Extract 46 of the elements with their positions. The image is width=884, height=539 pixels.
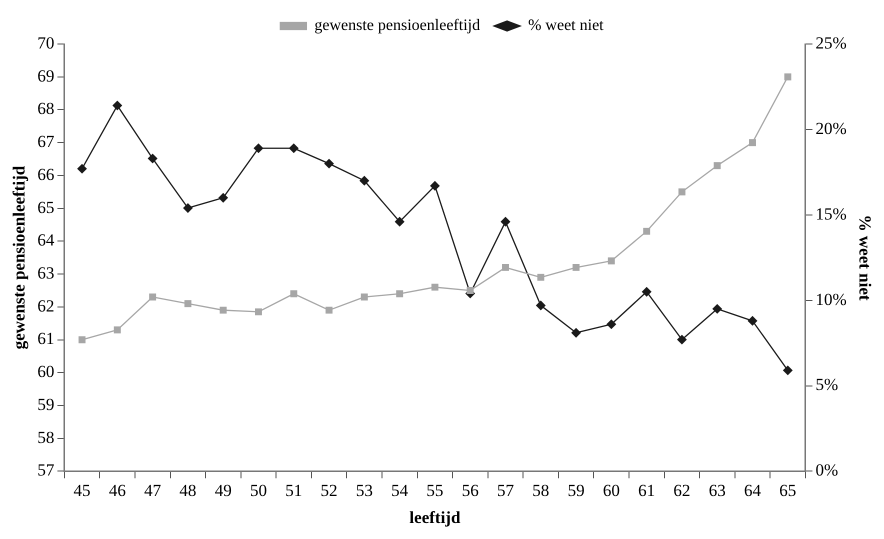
y2-tick-label: 5% bbox=[815, 375, 838, 394]
x-tick-label: 64 bbox=[744, 480, 762, 500]
x-tick-label: 46 bbox=[108, 480, 126, 500]
y-tick-label: 58 bbox=[37, 428, 54, 447]
x-tick-label: 50 bbox=[250, 480, 267, 500]
y-tick-label: 57 bbox=[37, 460, 55, 480]
y-tick-label: 62 bbox=[37, 296, 54, 316]
y-tick-label: 59 bbox=[37, 394, 54, 414]
y-tick-label: 66 bbox=[37, 164, 54, 184]
x-tick-label: 58 bbox=[532, 480, 550, 500]
y-tick-label: 64 bbox=[37, 230, 55, 250]
x-tick-label: 65 bbox=[779, 480, 796, 500]
y-tick-label: 69 bbox=[37, 66, 54, 86]
y-tick-label: 63 bbox=[37, 264, 54, 282]
x-tick-label: 55 bbox=[426, 480, 444, 500]
x-tick-label: 62 bbox=[673, 480, 690, 500]
y-axis-title: gewenste pensioenleeftijd bbox=[10, 165, 29, 350]
x-tick-label: 59 bbox=[568, 480, 585, 500]
x-axis-title: leeftijd bbox=[409, 508, 461, 528]
y-tick-label: 60 bbox=[37, 362, 54, 382]
y-tick-label: 68 bbox=[37, 99, 54, 118]
x-tick-label: 49 bbox=[214, 480, 232, 500]
x-tick-label: 61 bbox=[638, 480, 656, 500]
y2-tick-label: 15% bbox=[815, 204, 847, 224]
y2-tick-label: 0% bbox=[815, 460, 838, 480]
y2-tick-label: 25% bbox=[815, 33, 847, 52]
y-tick-label: 70 bbox=[37, 33, 54, 52]
x-tick-label: 52 bbox=[320, 480, 338, 500]
x-tick-label: 56 bbox=[462, 480, 479, 500]
x-tick-label: 51 bbox=[285, 480, 302, 500]
legend-label: % weet niet bbox=[528, 17, 604, 34]
x-tick-label: 63 bbox=[708, 480, 726, 500]
y-tick-label: 67 bbox=[37, 132, 55, 152]
x-tick-label: 54 bbox=[391, 480, 409, 500]
y2-axis-title: % weet niet bbox=[855, 214, 874, 301]
x-tick-label: 47 bbox=[144, 480, 162, 500]
legend-label: gewenste pensioenleeftijd bbox=[314, 17, 480, 34]
x-tick-label: 48 bbox=[179, 480, 196, 500]
y2-tick-label: 10% bbox=[815, 290, 847, 309]
y-tick-label: 65 bbox=[37, 198, 54, 217]
x-tick-label: 45 bbox=[74, 480, 91, 500]
x-tick-label: 57 bbox=[496, 480, 514, 500]
y-tick-label: 61 bbox=[37, 329, 54, 348]
x-tick-label: 53 bbox=[356, 480, 373, 500]
y2-tick-label: 20% bbox=[815, 118, 847, 138]
x-tick-label: 60 bbox=[602, 480, 620, 500]
